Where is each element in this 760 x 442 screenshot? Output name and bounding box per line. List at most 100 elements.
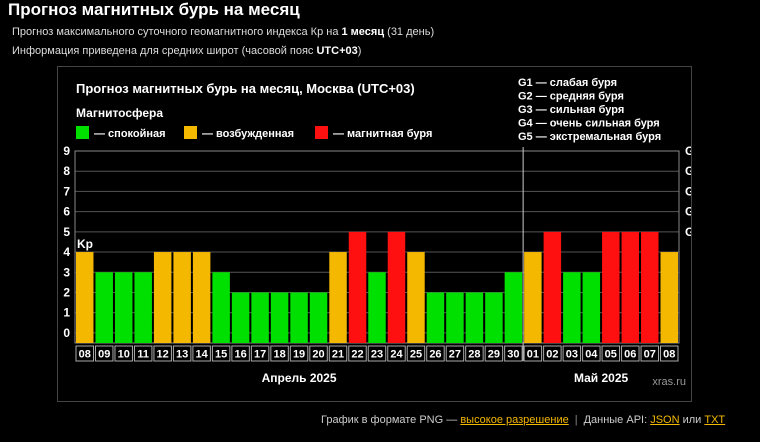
x-tick-label: 30: [507, 349, 519, 361]
bar: [114, 272, 133, 343]
x-tick-label: 09: [98, 349, 110, 361]
bar: [368, 272, 386, 343]
legend-label: — спокойная: [94, 128, 166, 140]
bar: [134, 272, 152, 343]
date-box: [426, 345, 445, 362]
x-tick-label: 17: [254, 349, 266, 361]
date-box: [582, 345, 601, 362]
txt-link[interactable]: TXT: [704, 414, 726, 426]
bar: [524, 252, 542, 343]
date-box: [543, 345, 562, 362]
x-tick-label: 20: [312, 349, 324, 361]
bar: [465, 292, 484, 343]
date-box: [660, 345, 679, 362]
bar: [192, 252, 211, 343]
bar: [76, 252, 94, 343]
date-box: [523, 345, 543, 362]
x-tick-label: 21: [332, 349, 344, 361]
x-tick-label: 04: [585, 349, 598, 361]
chart-panel: Прогноз магнитных бурь на месяц, Москва …: [57, 66, 701, 402]
footer: График в формате PNG — высокое разрешени…: [321, 414, 725, 426]
y-tick-label: 0: [63, 326, 70, 340]
date-box: [192, 345, 211, 362]
watermark: xras.ru: [652, 376, 686, 388]
bar: [504, 272, 523, 343]
y-axis-label: Kp: [77, 237, 93, 251]
legend-label: — возбужденная: [202, 128, 294, 140]
x-tick-label: 25: [410, 349, 422, 361]
date-box: [250, 345, 270, 362]
legend-swatch: [184, 126, 197, 139]
date-box: [601, 345, 621, 362]
bar: [387, 231, 406, 343]
date-box: [153, 345, 172, 362]
legend-label: — магнитная буря: [333, 128, 432, 140]
x-tick-label: 02: [546, 349, 558, 361]
desc-period: 1 месяц: [341, 26, 385, 38]
legend-swatch: [315, 126, 328, 139]
date-box: [367, 345, 387, 362]
date-box: [621, 345, 640, 362]
g-legend-item: G2 — средняя буря: [518, 91, 624, 103]
date-box: [289, 345, 309, 362]
y-tick-label: 3: [63, 265, 70, 279]
date-box: [484, 345, 504, 362]
x-tick-label: 26: [429, 349, 441, 361]
x-tick-label: 05: [605, 349, 617, 361]
x-tick-label: 11: [137, 349, 149, 361]
bar: [660, 252, 678, 343]
desc-text: Прогноз максимального суточного геомагни…: [12, 26, 342, 38]
x-tick-label: 24: [390, 349, 403, 361]
plot-area: 0123456789G1G2G3G4G508091011121314151617…: [63, 144, 701, 385]
hires-link[interactable]: высокое разрешение: [460, 414, 569, 426]
x-tick-label: 18: [273, 349, 285, 361]
bar: [407, 252, 425, 343]
date-box: [328, 345, 348, 362]
bar: [348, 231, 367, 343]
bar: [212, 272, 230, 343]
g-legend-item: G1 — слабая буря: [518, 77, 617, 89]
bar: [153, 252, 172, 343]
date-box: [348, 345, 367, 362]
x-tick-label: 01: [527, 349, 539, 361]
bar: [173, 252, 191, 343]
y-tick-label: 9: [63, 144, 70, 158]
x-tick-label: 12: [157, 349, 169, 361]
date-box: [133, 345, 153, 362]
x-tick-label: 29: [488, 349, 500, 361]
bar: [309, 292, 328, 343]
date-box: [270, 345, 289, 362]
footer-text: График в формате PNG —: [321, 414, 461, 426]
x-tick-label: 23: [371, 349, 383, 361]
latitude-note: Информация приведена для средних широт (…: [12, 45, 361, 57]
x-tick-label: 14: [196, 349, 209, 361]
json-link[interactable]: JSON: [650, 414, 680, 426]
footer-separator: |: [574, 414, 578, 426]
y-tick-label: 1: [63, 306, 70, 320]
bar: [641, 231, 659, 343]
month-label: Май 2025: [574, 371, 629, 385]
g-legend-item: G3 — сильная буря: [518, 104, 624, 116]
bar: [290, 292, 308, 343]
g-tick-label: G5: [685, 144, 691, 158]
bar: [270, 292, 289, 343]
x-tick-label: 06: [624, 349, 636, 361]
x-tick-label: 08: [79, 349, 91, 361]
x-tick-label: 03: [566, 349, 578, 361]
x-tick-label: 13: [176, 349, 188, 361]
bar: [231, 292, 250, 343]
legend: — спокойная — возбужденная — магнитная бур…: [76, 126, 432, 140]
y-tick-label: 7: [63, 184, 70, 198]
note-text: Информация приведена для средних широт (…: [12, 45, 317, 57]
g-legend-item: G5 — экстремальная буря: [518, 131, 661, 143]
desc-days: (31 день): [384, 26, 435, 38]
x-tick-label: 07: [644, 349, 656, 361]
x-tick-label: 28: [468, 349, 480, 361]
page-title: Прогноз магнитных бурь на месяц: [8, 0, 300, 19]
date-box: [445, 345, 465, 362]
legend-title: Магнитосфера: [76, 106, 163, 120]
bar: [543, 231, 562, 343]
date-box: [309, 345, 328, 362]
api-text: Данные API:: [583, 414, 651, 426]
